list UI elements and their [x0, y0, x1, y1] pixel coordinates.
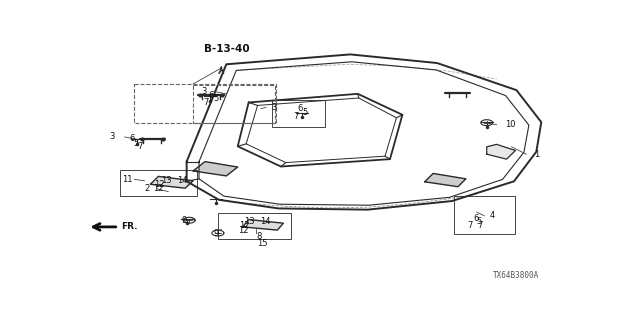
Bar: [273, 100, 324, 127]
Text: 11: 11: [122, 175, 132, 184]
Text: 7: 7: [293, 111, 299, 121]
Text: 12: 12: [237, 226, 248, 235]
Text: 9: 9: [182, 216, 187, 225]
Text: 15: 15: [257, 239, 268, 248]
Text: 9: 9: [214, 228, 219, 237]
Text: 5: 5: [302, 108, 307, 117]
Text: 5: 5: [477, 218, 482, 227]
Text: 6: 6: [129, 134, 135, 143]
Bar: [454, 196, 515, 234]
Text: FR.: FR.: [121, 222, 137, 231]
Text: 14: 14: [260, 218, 271, 227]
Text: 12: 12: [154, 180, 165, 189]
Text: 7: 7: [467, 221, 472, 230]
Bar: [218, 213, 291, 239]
Text: 13: 13: [161, 176, 172, 185]
Text: 7: 7: [203, 98, 209, 107]
Text: 4: 4: [489, 211, 495, 220]
Text: B-13-40: B-13-40: [204, 44, 249, 54]
Polygon shape: [150, 176, 193, 188]
Text: 13: 13: [244, 218, 254, 227]
Polygon shape: [193, 162, 237, 176]
Text: 3: 3: [110, 132, 115, 141]
Text: 5: 5: [213, 94, 218, 103]
Text: 8: 8: [256, 232, 262, 241]
Text: 7: 7: [477, 221, 482, 230]
Bar: [120, 170, 196, 196]
Text: 6: 6: [208, 91, 213, 100]
Text: 10: 10: [506, 120, 516, 129]
Polygon shape: [486, 144, 515, 159]
Text: 2: 2: [145, 184, 150, 193]
Text: 5: 5: [134, 139, 139, 148]
Text: TX64B3800A: TX64B3800A: [493, 271, 540, 280]
Text: 6: 6: [474, 214, 479, 223]
Text: 3: 3: [271, 103, 276, 112]
Polygon shape: [243, 220, 284, 230]
Text: 1: 1: [534, 150, 539, 159]
Polygon shape: [425, 173, 466, 187]
Text: 6: 6: [297, 104, 303, 113]
Text: 12: 12: [239, 221, 249, 230]
Text: 12: 12: [154, 184, 164, 193]
Text: 14: 14: [177, 176, 188, 185]
Text: 3: 3: [202, 87, 207, 96]
Text: 7: 7: [138, 142, 143, 151]
